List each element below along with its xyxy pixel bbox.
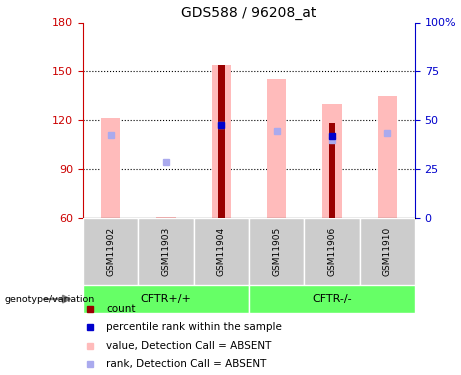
Bar (83, 217, 138, 285)
Text: CFTR-/-: CFTR-/- (312, 294, 352, 304)
Bar (249, 217, 304, 285)
Text: GSM11910: GSM11910 (383, 226, 392, 276)
Bar (83, 285, 249, 313)
Text: CFTR+/+: CFTR+/+ (141, 294, 191, 304)
Bar (267, 80, 286, 218)
Text: value, Detection Call = ABSENT: value, Detection Call = ABSENT (106, 340, 272, 351)
Bar (360, 217, 415, 285)
Text: GSM11903: GSM11903 (161, 226, 171, 276)
Title: GDS588 / 96208_at: GDS588 / 96208_at (181, 6, 317, 20)
Bar (378, 96, 397, 218)
Text: GSM11905: GSM11905 (272, 226, 281, 276)
Bar (218, 65, 225, 218)
Bar (304, 217, 360, 285)
Text: count: count (106, 303, 136, 313)
Text: genotype/variation: genotype/variation (5, 295, 95, 304)
Bar (212, 65, 231, 218)
Text: percentile rank within the sample: percentile rank within the sample (106, 322, 282, 332)
Bar (138, 217, 194, 285)
Text: GSM11902: GSM11902 (106, 226, 115, 276)
Text: GSM11906: GSM11906 (327, 226, 337, 276)
Bar (249, 285, 415, 313)
Bar (194, 217, 249, 285)
Bar (329, 123, 335, 218)
Bar (101, 118, 120, 218)
Bar (322, 104, 342, 218)
Text: rank, Detection Call = ABSENT: rank, Detection Call = ABSENT (106, 359, 266, 369)
Text: GSM11904: GSM11904 (217, 226, 226, 276)
